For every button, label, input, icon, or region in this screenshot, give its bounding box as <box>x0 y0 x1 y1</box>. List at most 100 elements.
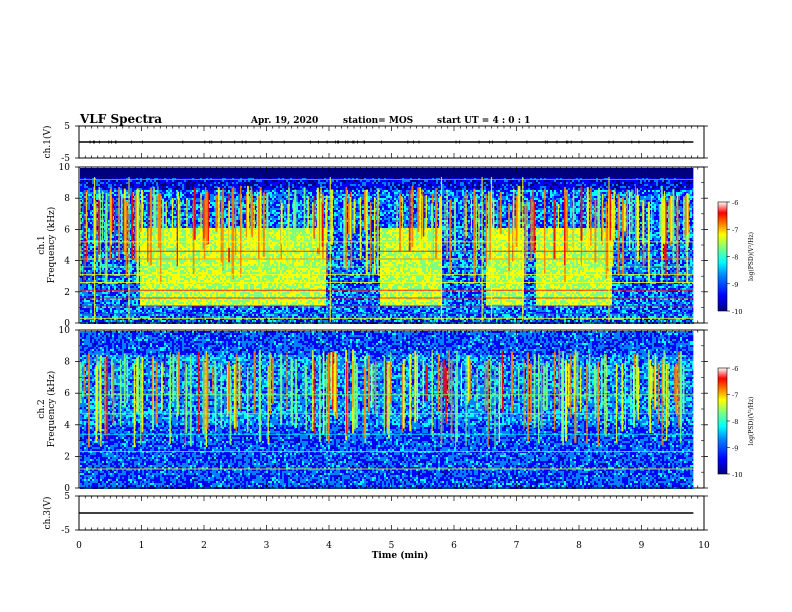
spectrogram-cell <box>88 236 90 238</box>
spectrogram-cell <box>162 180 164 182</box>
spectrogram-cell <box>190 316 192 318</box>
spectrogram-cell <box>92 226 94 228</box>
spectrogram-cell <box>154 170 156 172</box>
spectrogram-cell <box>184 230 186 232</box>
spectrogram-cell <box>120 300 122 302</box>
spectrogram-cell <box>154 264 156 266</box>
spectrogram-cell <box>152 240 154 242</box>
spectrogram-cell <box>90 196 92 198</box>
spectrogram-cell <box>196 214 198 216</box>
spectrogram-cell <box>84 180 86 182</box>
spectrogram-cell <box>100 294 102 296</box>
spectrogram-cell <box>154 172 156 174</box>
spectrogram-cell <box>102 236 104 238</box>
spectrogram-cell <box>104 284 106 286</box>
spectrogram-cell <box>148 248 150 250</box>
spectrogram-cell <box>80 320 82 322</box>
spectrogram-cell <box>146 280 148 282</box>
spectrogram-cell <box>96 254 98 256</box>
spectrogram-cell <box>84 220 86 222</box>
spectrogram-cell <box>120 234 122 236</box>
spectrogram-cell <box>84 278 86 280</box>
spectrogram-cell <box>164 244 166 246</box>
spectrogram-cell <box>184 208 186 210</box>
spectrogram-cell <box>116 226 118 228</box>
spectrogram-cell <box>82 180 84 182</box>
spectrogram-cell <box>148 280 150 282</box>
spectrogram-cell <box>184 236 186 238</box>
spectrogram-cell <box>112 206 114 208</box>
spectrogram-cell <box>80 300 82 302</box>
spectrogram-cell <box>116 278 118 280</box>
spectrogram-cell <box>150 170 152 172</box>
spectrogram-cell <box>182 278 184 280</box>
spectrogram-cell <box>142 300 144 302</box>
spectrogram-cell <box>100 170 102 172</box>
spectrogram-cell <box>148 294 150 296</box>
spectrogram-cell <box>166 270 168 272</box>
spectrogram-cell <box>112 174 114 176</box>
spectrogram-cell <box>184 214 186 216</box>
spectrogram-cell <box>90 312 92 314</box>
spectrogram-cell <box>90 264 92 266</box>
spectrogram-cell <box>168 202 170 204</box>
spectrogram-cell <box>142 240 144 242</box>
spectrogram-cell <box>164 320 166 322</box>
spectrogram-cell <box>108 288 110 290</box>
spectrogram-cell <box>190 170 192 172</box>
spectrogram-cell <box>164 238 166 240</box>
spectrogram-cell <box>140 288 142 290</box>
spectrogram-cell <box>172 170 174 172</box>
spectrogram-cell <box>106 186 108 188</box>
spectrogram-cell <box>124 320 126 322</box>
spectrogram-cell <box>108 310 110 312</box>
spectrogram-cell <box>104 172 106 174</box>
spectrogram-cell <box>100 244 102 246</box>
spectrogram-cell <box>124 294 126 296</box>
spectrogram-cell <box>108 236 110 238</box>
spectrogram-cell <box>142 268 144 270</box>
spectrogram-cell <box>164 248 166 250</box>
spectrogram-cell <box>82 284 84 286</box>
spectrogram-cell <box>138 188 140 190</box>
spectrogram-cell <box>88 184 90 186</box>
spectrogram-cell <box>92 214 94 216</box>
spectrogram-cell <box>198 214 200 216</box>
spectrogram-cell <box>154 286 156 288</box>
spectrogram-cell <box>198 234 200 236</box>
spectrogram-cell <box>182 272 184 274</box>
spectrogram-cell <box>170 292 172 294</box>
spectrogram-cell <box>146 186 148 188</box>
spectrogram-cell <box>190 216 192 218</box>
spectrogram-cell <box>168 264 170 266</box>
spectrogram-cell <box>144 316 146 318</box>
spectrogram-cell <box>194 320 196 322</box>
spectrogram-cell <box>146 308 148 310</box>
spectrogram-cell <box>112 198 114 200</box>
spectrogram-cell <box>180 172 182 174</box>
spectrogram-cell <box>96 240 98 242</box>
spectrogram-cell <box>156 308 158 310</box>
spectrogram-cell <box>130 190 132 192</box>
spectrogram-cell <box>164 268 166 270</box>
spectrogram-cell <box>130 290 132 292</box>
spectrogram-cell <box>114 170 116 172</box>
spectrogram-cell <box>170 262 172 264</box>
spectrogram-cell <box>140 302 142 304</box>
spectrogram-cell <box>82 220 84 222</box>
spectrogram-cell <box>80 278 82 280</box>
spectrogram-cell <box>156 176 158 178</box>
spectrogram-cell <box>88 300 90 302</box>
spectrogram-cell <box>124 172 126 174</box>
spectrogram-cell <box>182 268 184 270</box>
spectrogram-cell <box>80 198 82 200</box>
spectrogram-cell <box>110 184 112 186</box>
spectrogram-cell <box>142 260 144 262</box>
spectrogram-cell <box>152 216 154 218</box>
spectrogram-cell <box>98 304 100 306</box>
spectrogram-cell <box>158 308 160 310</box>
spectrogram-cell <box>138 180 140 182</box>
spectrogram-cell <box>110 272 112 274</box>
spectrogram-cell <box>88 310 90 312</box>
spectrogram-cell <box>140 284 142 286</box>
